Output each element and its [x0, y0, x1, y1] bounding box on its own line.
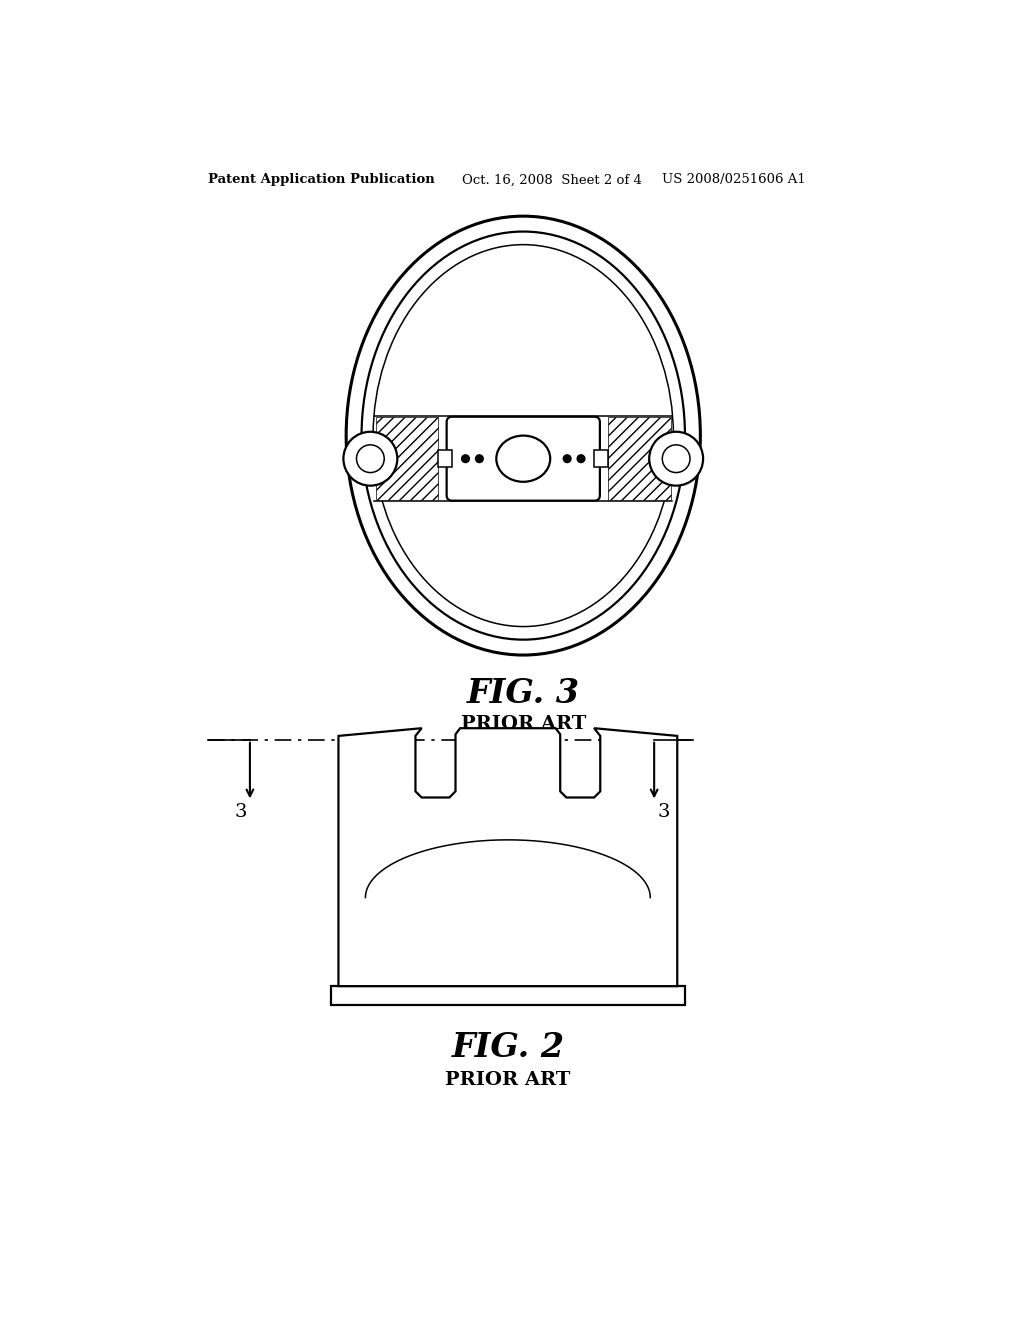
Text: US 2008/0251606 A1: US 2008/0251606 A1 — [662, 173, 806, 186]
Circle shape — [563, 455, 571, 462]
Circle shape — [462, 455, 469, 462]
Bar — [438, 450, 452, 467]
Text: FIG. 2: FIG. 2 — [452, 1031, 564, 1064]
Circle shape — [343, 432, 397, 486]
Bar — [608, 417, 671, 500]
Text: Oct. 16, 2008  Sheet 2 of 4: Oct. 16, 2008 Sheet 2 of 4 — [462, 173, 641, 186]
Bar — [595, 450, 608, 467]
FancyBboxPatch shape — [446, 417, 600, 500]
Text: FIG. 3: FIG. 3 — [467, 677, 580, 710]
Bar — [331, 986, 685, 1006]
Text: Patent Application Publication: Patent Application Publication — [208, 173, 434, 186]
Text: PRIOR ART: PRIOR ART — [461, 715, 586, 734]
Circle shape — [475, 455, 483, 462]
Circle shape — [649, 432, 703, 486]
Circle shape — [578, 455, 585, 462]
Text: PRIOR ART: PRIOR ART — [445, 1071, 570, 1089]
Text: 3: 3 — [234, 803, 247, 821]
Bar — [376, 417, 438, 500]
Polygon shape — [339, 729, 677, 986]
Text: 3: 3 — [657, 803, 670, 821]
